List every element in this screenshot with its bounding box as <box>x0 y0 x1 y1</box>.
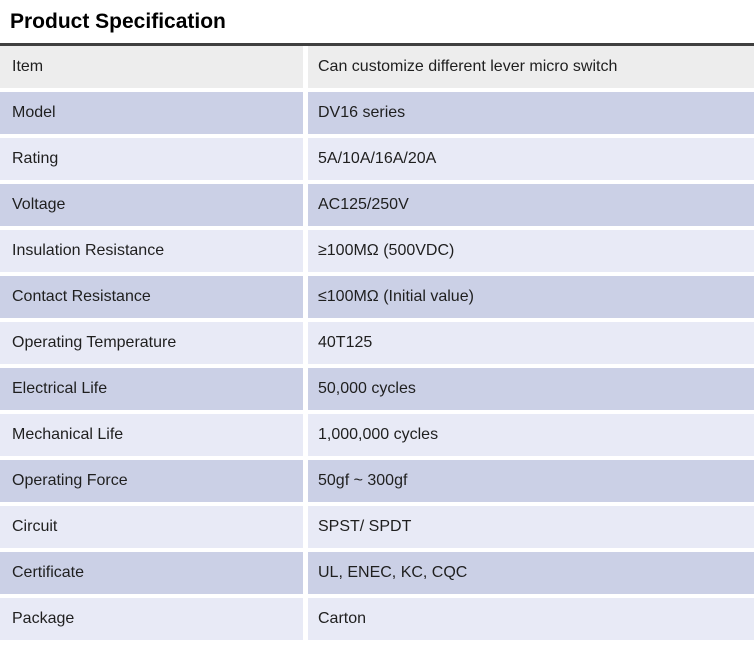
spec-value: Carton <box>308 598 754 640</box>
spec-value: 50,000 cycles <box>308 368 754 410</box>
spec-value: 1,000,000 cycles <box>308 414 754 456</box>
spec-value: 40T125 <box>308 322 754 364</box>
table-row-contact-resistance: Contact Resistance ≤100MΩ (Initial value… <box>0 276 754 318</box>
spec-value: Can customize different lever micro swit… <box>308 46 754 88</box>
spec-value: UL, ENEC, KC, CQC <box>308 552 754 594</box>
spec-label: Operating Force <box>0 460 303 502</box>
table-row-rating: Rating 5A/10A/16A/20A <box>0 138 754 180</box>
spec-value: 5A/10A/16A/20A <box>308 138 754 180</box>
table-row-item: Item Can customize different lever micro… <box>0 46 754 88</box>
spec-value: 50gf ~ 300gf <box>308 460 754 502</box>
product-spec-table: Item Can customize different lever micro… <box>0 43 754 640</box>
table-row-mechanical-life: Mechanical Life 1,000,000 cycles <box>0 414 754 456</box>
table-row-operating-force: Operating Force 50gf ~ 300gf <box>0 460 754 502</box>
table-row-operating-temperature: Operating Temperature 40T125 <box>0 322 754 364</box>
spec-label: Certificate <box>0 552 303 594</box>
table-row-insulation-resistance: Insulation Resistance ≥100MΩ (500VDC) <box>0 230 754 272</box>
spec-value: DV16 series <box>308 92 754 134</box>
page-title: Product Specification <box>10 10 226 33</box>
spec-label: Circuit <box>0 506 303 548</box>
table-row-voltage: Voltage AC125/250V <box>0 184 754 226</box>
spec-value: AC125/250V <box>308 184 754 226</box>
spec-label: Mechanical Life <box>0 414 303 456</box>
table-row-package: Package Carton <box>0 598 754 640</box>
spec-label: Insulation Resistance <box>0 230 303 272</box>
spec-label: Voltage <box>0 184 303 226</box>
spec-label: Package <box>0 598 303 640</box>
table-row-electrical-life: Electrical Life 50,000 cycles <box>0 368 754 410</box>
spec-label: Rating <box>0 138 303 180</box>
table-row-circuit: Circuit SPST/ SPDT <box>0 506 754 548</box>
spec-label: Item <box>0 46 303 88</box>
spec-value: ≤100MΩ (Initial value) <box>308 276 754 318</box>
spec-label: Operating Temperature <box>0 322 303 364</box>
table-row-model: Model DV16 series <box>0 92 754 134</box>
spec-label: Electrical Life <box>0 368 303 410</box>
spec-value: SPST/ SPDT <box>308 506 754 548</box>
spec-label: Model <box>0 92 303 134</box>
spec-value: ≥100MΩ (500VDC) <box>308 230 754 272</box>
table-row-certificate: Certificate UL, ENEC, KC, CQC <box>0 552 754 594</box>
spec-label: Contact Resistance <box>0 276 303 318</box>
